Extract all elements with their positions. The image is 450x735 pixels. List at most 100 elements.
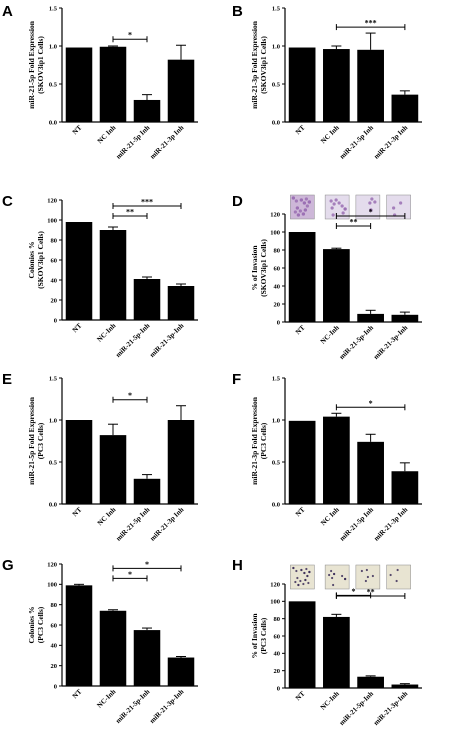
stained-cell — [296, 576, 299, 580]
y-axis-label: miR-21-5p Fold Expression — [27, 396, 36, 485]
bar — [391, 94, 419, 122]
y-axis-label: % of Invasion — [250, 613, 259, 659]
bar — [167, 59, 195, 122]
bar — [323, 249, 350, 322]
stained-cell — [308, 570, 311, 574]
stained-cell — [392, 206, 396, 210]
stained-cell — [301, 212, 305, 216]
stained-cell — [295, 569, 298, 573]
x-tick-label: miR-21-5p-Inh — [338, 690, 375, 727]
micrograph-tile — [386, 564, 411, 590]
y-tick-label: 60 — [51, 622, 58, 629]
x-tick-label: miR-21-5p Inh — [338, 124, 375, 161]
stained-cell — [293, 210, 297, 214]
y-tick-label: 60 — [274, 265, 281, 272]
x-tick-label: miR-21-3p-Inh — [372, 690, 409, 727]
y-axis-label: % of Invasion — [250, 245, 259, 291]
y-tick-label: 1.5 — [272, 5, 281, 12]
y-axis-label-sub: (PC3 Cells) — [259, 422, 268, 459]
y-axis-label-sub: (SKOV3ip1 Cells) — [259, 36, 268, 94]
y-tick-label: 60 — [51, 257, 58, 264]
x-tick-label: NC-Inh — [96, 688, 118, 710]
bar — [288, 232, 316, 322]
y-tick-label: 1.5 — [272, 375, 281, 382]
chart-panel-g: G 0 20 40 60 80 100 120 Colonies % (PC3 Cells) NT N… — [2, 557, 198, 725]
stained-cell — [297, 583, 300, 587]
significance-label: ** — [367, 588, 375, 597]
x-tick-label: miR-21-5p Inh — [115, 124, 152, 161]
y-tick-label: 120 — [47, 561, 57, 568]
stained-cell — [389, 573, 392, 577]
x-tick-label: NC-Inh — [319, 690, 341, 712]
stained-cell — [368, 201, 372, 205]
panel-letter: D — [232, 193, 243, 210]
y-tick-label: 40 — [274, 651, 281, 658]
y-axis-label: Colonies % — [27, 242, 36, 279]
y-tick-label: 100 — [270, 599, 280, 606]
bar — [99, 435, 127, 504]
bar — [323, 49, 350, 122]
significance-label: ** — [350, 218, 358, 227]
stained-cell — [337, 201, 341, 205]
stained-cell — [365, 568, 368, 572]
stained-cell — [299, 198, 303, 202]
y-tick-label: 20 — [274, 301, 281, 308]
panel-letter: H — [232, 557, 243, 574]
y-tick-label: 80 — [51, 602, 58, 609]
bar — [288, 47, 316, 122]
y-axis-label-sub: (PC3 Cells) — [36, 606, 45, 643]
stained-cell — [333, 572, 336, 576]
x-tick-label: miR-21-3p Inh — [372, 506, 409, 543]
y-tick-label: 100 — [47, 217, 57, 224]
bar — [65, 222, 93, 320]
significance-label: * — [369, 399, 373, 408]
bar — [99, 46, 127, 123]
x-tick-label: NC-Inh — [96, 322, 118, 344]
stained-cell — [292, 566, 295, 570]
x-tick-label: NT — [71, 322, 84, 335]
stained-cell — [291, 196, 295, 200]
significance-label: *** — [141, 198, 153, 207]
stained-cell — [302, 201, 306, 205]
x-tick-label: miR-21-3p-Inh — [372, 324, 409, 361]
x-tick-label: miR-21-5p-Inh — [338, 324, 375, 361]
chart-panel-c: C 0 20 40 60 80 100 120 Colonies % (SKOV3ip1 Cell… — [2, 193, 198, 359]
stained-cell — [305, 567, 308, 571]
x-tick-label: miR-21-5p Inh — [115, 506, 152, 543]
chart-panel-h: H 0 20 40 60 80 100 120 % of Invasion (PC3 Cells)… — [232, 557, 422, 727]
micrograph-tile — [324, 194, 350, 220]
chart-panel-b: B 0.0 0.5 1.0 1.5 miR-21-3p Fold Expression (S… — [232, 3, 422, 161]
y-tick-label: 1.0 — [49, 43, 57, 50]
bar — [133, 279, 161, 320]
y-axis-label: miR-21-5p Fold Expression — [27, 20, 36, 109]
x-tick-label: NC-Inh — [319, 324, 341, 346]
y-tick-label: 120 — [270, 581, 280, 588]
y-axis-label-sub: (SKOV3ip1 Cells) — [259, 239, 268, 297]
y-tick-label: 80 — [51, 237, 58, 244]
stained-cell — [371, 574, 374, 578]
stained-cell — [341, 574, 344, 578]
y-tick-label: 0.0 — [49, 119, 57, 126]
y-axis-label: Colonies % — [27, 607, 36, 644]
stained-cell — [334, 198, 338, 202]
bar — [323, 416, 350, 504]
x-tick-label: miR-21-3p-Inh — [148, 688, 185, 725]
y-axis-label-sub: (SKOV3ip1 Cells) — [36, 231, 45, 289]
stained-cell — [328, 573, 331, 577]
stained-cell — [395, 579, 398, 583]
significance-label: * — [369, 208, 373, 217]
y-tick-label: 20 — [51, 297, 58, 304]
y-tick-label: 0.0 — [272, 119, 280, 126]
bar — [357, 49, 384, 122]
y-axis-label: miR-21-3p Fold Expression — [250, 20, 259, 109]
stained-cell — [331, 576, 334, 580]
stained-cell — [340, 204, 344, 208]
chart-panel-a: A 0.0 0.5 1.0 1.5 miR-21-5p Fold Expression (S… — [2, 3, 198, 161]
bar — [391, 314, 419, 322]
panel-letter: C — [2, 193, 13, 210]
stained-cell — [299, 579, 302, 583]
stained-cell — [296, 213, 300, 217]
micrograph-tile — [324, 564, 350, 590]
bar — [65, 47, 93, 122]
